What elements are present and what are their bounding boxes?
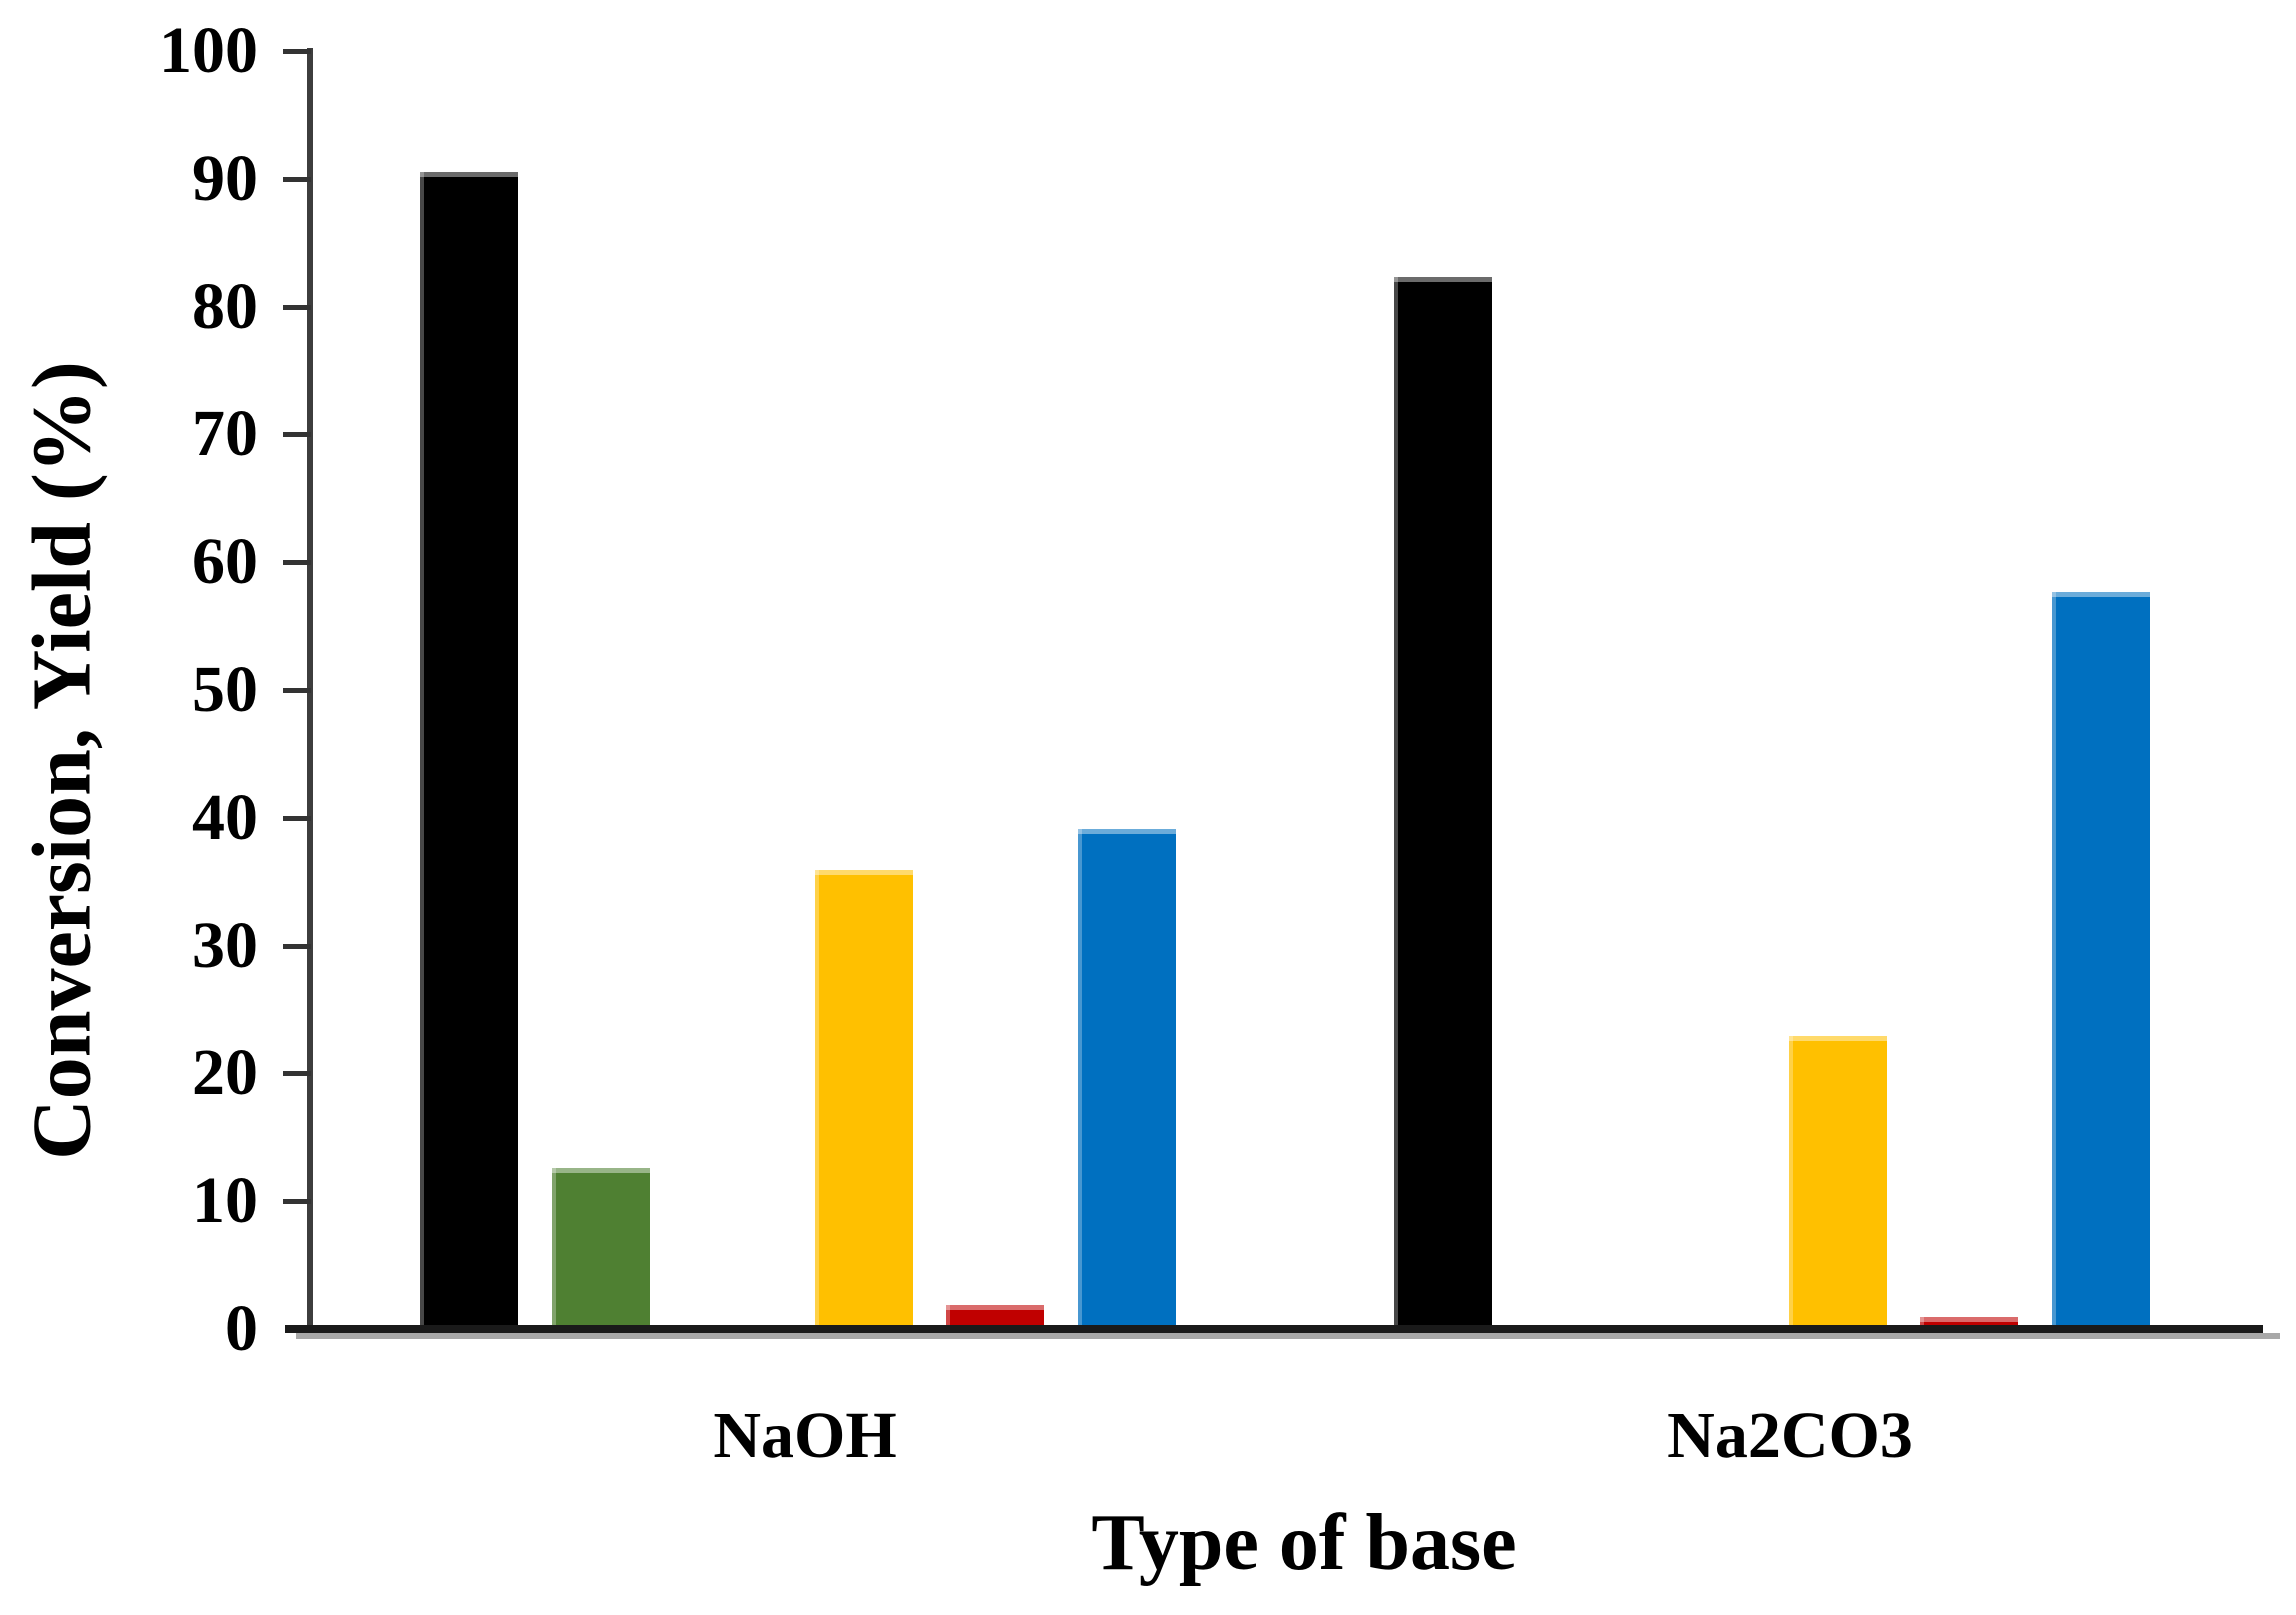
bar-blue-Na2CO3 — [2051, 591, 2150, 1329]
y-tick-label: 100 — [159, 14, 258, 87]
category-label-NaOH: NaOH — [713, 1399, 897, 1472]
y-tick-label: 30 — [192, 908, 258, 982]
y-tick-label: 40 — [192, 780, 258, 854]
bar-green-NaOH — [551, 1167, 650, 1329]
y-tick-label: 20 — [192, 1036, 258, 1110]
y-tick — [283, 688, 311, 693]
bar-red-NaOH — [946, 1304, 1044, 1329]
y-tick — [283, 1199, 311, 1205]
bar-gold-NaOH — [814, 870, 913, 1329]
x-axis-line — [285, 1325, 2263, 1333]
y-tick-label: 90 — [192, 141, 258, 215]
x-axis-shadow — [296, 1333, 2280, 1339]
y-tick — [283, 560, 311, 566]
bar-black-Na2CO3 — [1394, 277, 1492, 1329]
y-tick-label: 70 — [192, 397, 258, 471]
bar-gold-Na2CO3 — [1788, 1036, 1887, 1329]
bar-black-NaOH — [420, 172, 518, 1329]
y-tick-label: 80 — [192, 269, 258, 343]
y-tick-label: 50 — [192, 653, 258, 726]
y-tick — [283, 176, 311, 182]
y-tick — [283, 304, 311, 310]
x-axis-title: Type of base — [1091, 1499, 1517, 1587]
bar-blue-NaOH — [1077, 829, 1176, 1329]
bar-red-Na2CO3 — [1920, 1317, 2018, 1329]
y-tick — [283, 815, 311, 821]
y-tick — [283, 432, 311, 438]
y-tick — [283, 943, 311, 949]
y-tick — [283, 49, 311, 54]
y-tick-label: 10 — [192, 1164, 258, 1238]
category-label-Na2CO3: Na2CO3 — [1667, 1399, 1913, 1472]
y-tick — [283, 1071, 311, 1077]
y-tick-label: 60 — [192, 525, 258, 599]
y-tick-label: 0 — [225, 1292, 258, 1365]
